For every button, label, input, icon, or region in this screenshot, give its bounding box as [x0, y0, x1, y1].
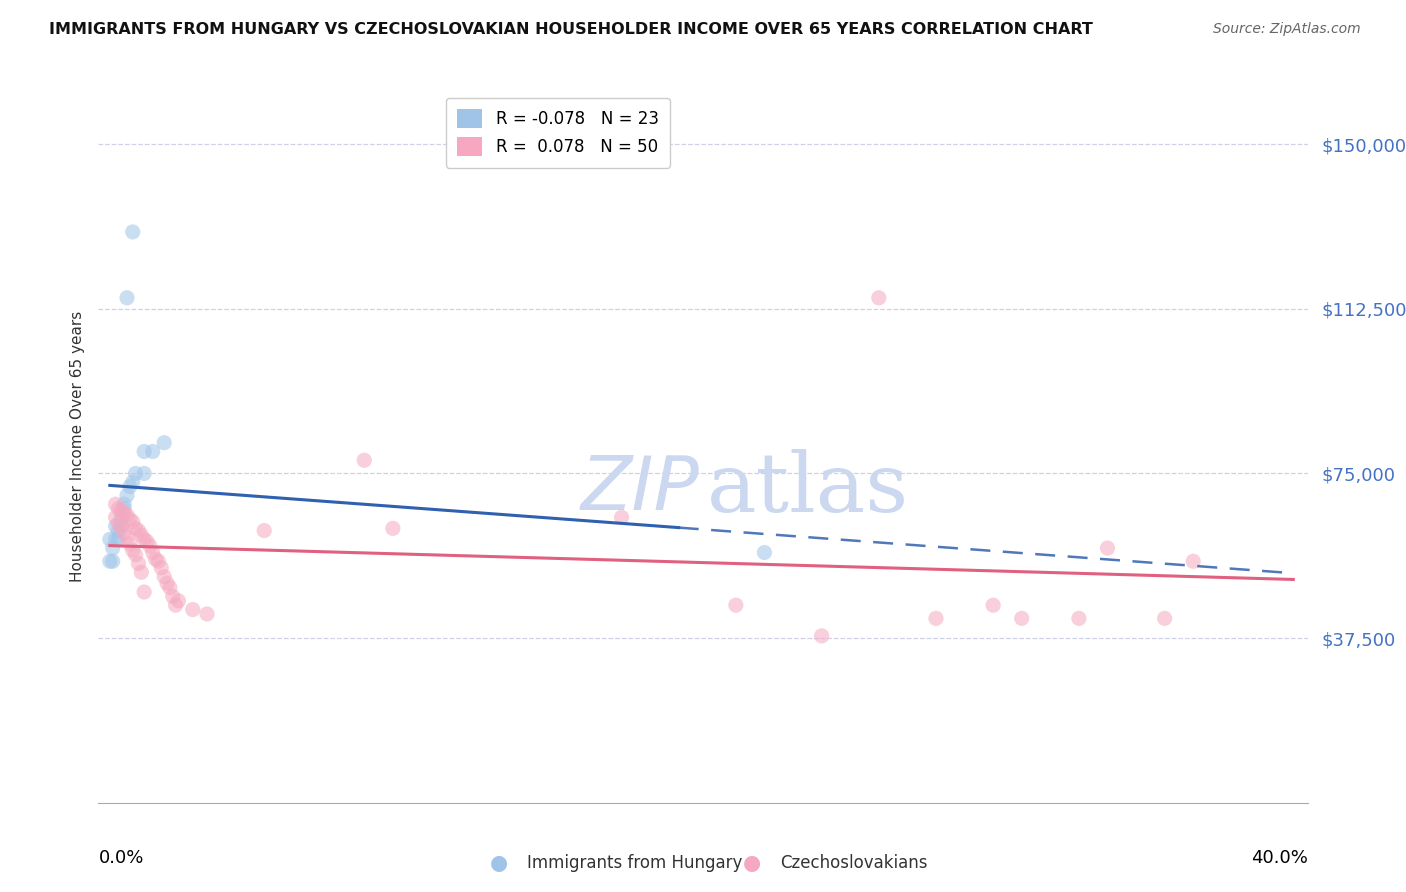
- Point: [127, 557, 149, 571]
- Point: [107, 533, 129, 547]
- Point: [925, 611, 948, 625]
- Point: [124, 467, 146, 481]
- Point: [253, 524, 276, 538]
- Text: 40.0%: 40.0%: [1251, 849, 1308, 867]
- Point: [104, 510, 127, 524]
- Point: [124, 521, 146, 535]
- Point: [134, 444, 156, 458]
- Text: Immigrants from Hungary: Immigrants from Hungary: [527, 855, 742, 872]
- Point: [142, 444, 165, 458]
- Point: [1097, 541, 1119, 555]
- Point: [145, 552, 167, 566]
- Point: [107, 516, 129, 531]
- Point: [156, 576, 179, 591]
- Point: [134, 533, 156, 547]
- Point: [110, 510, 132, 524]
- Point: [724, 598, 747, 612]
- Point: [101, 554, 124, 568]
- Text: IMMIGRANTS FROM HUNGARY VS CZECHOSLOVAKIAN HOUSEHOLDER INCOME OVER 65 YEARS CORR: IMMIGRANTS FROM HUNGARY VS CZECHOSLOVAKI…: [49, 22, 1092, 37]
- Point: [110, 519, 132, 533]
- Point: [810, 629, 832, 643]
- Point: [195, 607, 218, 621]
- Point: [127, 524, 149, 538]
- Text: Czechoslovakians: Czechoslovakians: [780, 855, 928, 872]
- Point: [115, 530, 138, 544]
- Point: [112, 501, 135, 516]
- Point: [381, 521, 404, 535]
- Point: [1153, 611, 1175, 625]
- Point: [136, 534, 159, 549]
- Point: [129, 566, 152, 580]
- Point: [139, 539, 162, 553]
- Point: [181, 602, 204, 616]
- Point: [148, 554, 170, 568]
- Point: [868, 291, 890, 305]
- Point: [118, 537, 141, 551]
- Text: 0.0%: 0.0%: [98, 849, 143, 867]
- Point: [112, 525, 135, 540]
- Point: [112, 497, 135, 511]
- Point: [98, 554, 121, 568]
- Point: [121, 515, 143, 529]
- Point: [150, 561, 173, 575]
- Point: [754, 545, 776, 559]
- Point: [981, 598, 1004, 612]
- Text: atlas: atlas: [707, 449, 908, 529]
- Point: [162, 590, 184, 604]
- Point: [115, 291, 138, 305]
- Point: [104, 497, 127, 511]
- Point: [1182, 554, 1205, 568]
- Point: [167, 594, 190, 608]
- Text: ZIP: ZIP: [581, 453, 699, 524]
- Point: [142, 545, 165, 559]
- Text: Source: ZipAtlas.com: Source: ZipAtlas.com: [1213, 22, 1361, 37]
- Point: [153, 569, 176, 583]
- Point: [115, 488, 138, 502]
- Point: [112, 506, 135, 520]
- Legend: R = -0.078   N = 23, R =  0.078   N = 50: R = -0.078 N = 23, R = 0.078 N = 50: [446, 97, 671, 168]
- Point: [610, 510, 633, 524]
- Text: ●: ●: [491, 854, 508, 873]
- Point: [98, 533, 121, 547]
- Point: [121, 225, 143, 239]
- Point: [129, 528, 152, 542]
- Point: [107, 524, 129, 538]
- Point: [104, 519, 127, 533]
- Point: [134, 467, 156, 481]
- Point: [118, 480, 141, 494]
- Point: [353, 453, 375, 467]
- Point: [110, 504, 132, 518]
- Point: [153, 435, 176, 450]
- Point: [101, 541, 124, 555]
- Point: [124, 548, 146, 562]
- Point: [1067, 611, 1090, 625]
- Point: [107, 501, 129, 516]
- Text: ●: ●: [744, 854, 761, 873]
- Point: [134, 585, 156, 599]
- Point: [118, 512, 141, 526]
- Point: [121, 543, 143, 558]
- Point: [121, 475, 143, 490]
- Point: [110, 519, 132, 533]
- Y-axis label: Householder Income Over 65 years: Householder Income Over 65 years: [69, 310, 84, 582]
- Point: [1011, 611, 1033, 625]
- Point: [159, 581, 181, 595]
- Point: [115, 508, 138, 523]
- Point: [104, 533, 127, 547]
- Point: [165, 598, 187, 612]
